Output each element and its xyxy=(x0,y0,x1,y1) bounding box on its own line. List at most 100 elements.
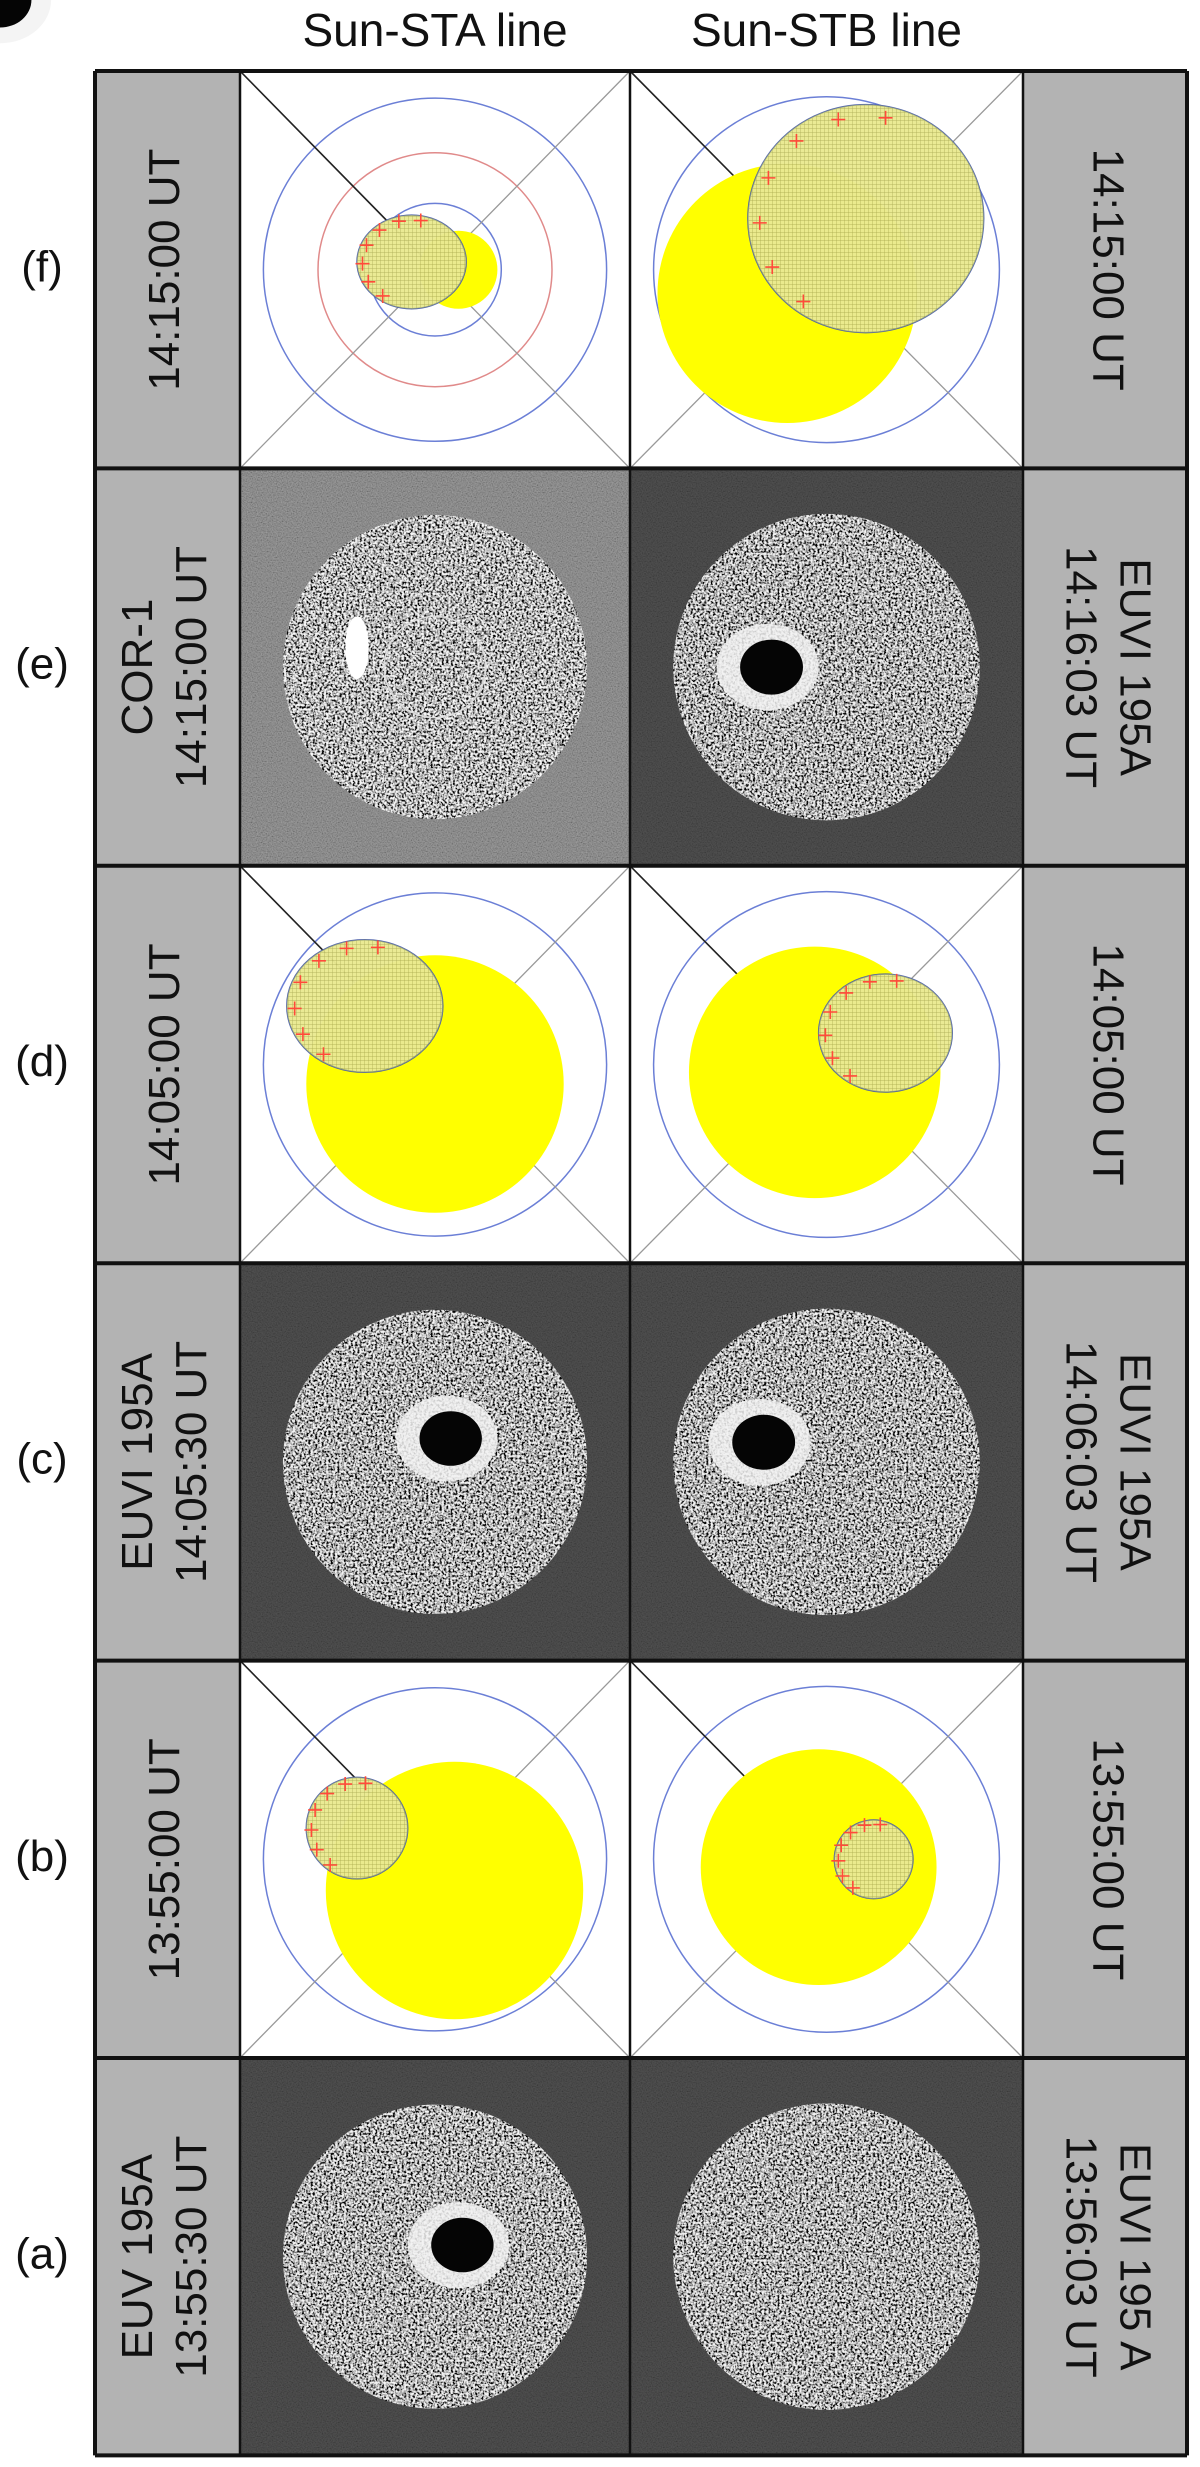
orbit-circle xyxy=(652,1685,1001,2033)
panel-label: 13:55:00 UT xyxy=(1083,1738,1132,1980)
cme-shell xyxy=(286,938,444,1074)
marker-cross xyxy=(358,1776,373,1791)
orbit-circle xyxy=(262,1686,608,2032)
panel-label: 13:55:00 UT xyxy=(140,1738,189,1980)
panel-label: EUV 195A xyxy=(113,2153,162,2359)
row: (b) 13:55:00 UT 13:55:00 UT xyxy=(15,1658,1187,2059)
dimming xyxy=(419,1411,482,1466)
label-cell xyxy=(95,2058,240,2456)
label-cell xyxy=(95,1263,240,1661)
marker-cross xyxy=(308,1802,323,1817)
marker-cross xyxy=(843,1825,858,1840)
column-header: Sun-STA line xyxy=(302,4,567,56)
row-label: (a) xyxy=(15,2229,69,2278)
cme-shell xyxy=(817,973,954,1093)
label-cell xyxy=(1023,1660,1187,2058)
orbit-circle xyxy=(652,96,1001,444)
marker-cross xyxy=(372,223,387,238)
panel-label: 14:15:00 UT xyxy=(167,546,216,788)
orbit-circle xyxy=(262,97,608,443)
orbit-circle xyxy=(652,890,1001,1239)
panel-label: 14:05:30 UT xyxy=(167,1341,216,1583)
marker-cross xyxy=(889,973,904,988)
right-label: 14:05:00 UT xyxy=(1083,943,1132,1185)
marker-cross xyxy=(287,1001,302,1016)
marker-cross xyxy=(375,288,390,303)
row-label: (c) xyxy=(16,1435,67,1484)
overlap xyxy=(306,1777,408,1879)
right-label: EUVI 195 A13:56:03 UT xyxy=(1056,2136,1159,2378)
label-cell xyxy=(95,865,240,1264)
dimming xyxy=(740,639,803,695)
row: (c) EUVI 195A 14:05:30 UT EUVI 195A14:06:03… xyxy=(16,1261,1187,1661)
column-header: Sun-STB line xyxy=(691,4,962,56)
marker-cross xyxy=(339,941,354,956)
marker-cross xyxy=(831,112,846,127)
panel-label: EUVI 195A xyxy=(1110,558,1159,776)
left-label: COR-1 14:15:00 UT xyxy=(113,546,216,788)
right-label: 14:15:00 UT xyxy=(1083,149,1132,391)
marker-cross xyxy=(878,110,893,125)
label-cell xyxy=(1023,865,1187,1264)
marker-cross xyxy=(835,1869,850,1883)
marker-cross xyxy=(293,975,308,990)
marker-cross xyxy=(862,974,877,989)
panel-label: 14:05:00 UT xyxy=(1083,943,1132,1185)
marker-cross xyxy=(831,1853,846,1868)
left-label: 14:15:00 UT xyxy=(140,149,189,391)
marker-cross xyxy=(823,1004,838,1019)
marker-cross xyxy=(825,1051,840,1066)
dimming xyxy=(0,0,32,28)
overlap xyxy=(834,1820,913,1899)
marker-cross xyxy=(309,1842,324,1857)
marker-cross xyxy=(323,1857,338,1872)
marker-cross xyxy=(796,294,811,309)
disk-noise xyxy=(673,1308,980,1616)
marker-cross xyxy=(355,256,370,271)
row: (f) 14:15:00 UT 14:15:00 UT xyxy=(21,69,1187,469)
row-label: (d) xyxy=(15,1037,69,1086)
label-cell xyxy=(95,71,240,469)
cme-shell xyxy=(305,1776,409,1880)
cme-shell xyxy=(747,103,985,334)
disk-noise xyxy=(673,2103,980,2410)
marker-cross xyxy=(873,1817,888,1832)
cme-shell xyxy=(356,214,467,310)
occulter xyxy=(383,615,487,719)
marker-cross xyxy=(320,1786,335,1801)
ring xyxy=(317,151,553,388)
right-label: 13:55:00 UT xyxy=(1083,1738,1132,1980)
label-cell xyxy=(1023,468,1187,866)
panel-label: EUVI 195A xyxy=(1110,1353,1159,1571)
label-cell xyxy=(1023,1263,1187,1661)
panel-label: 14:15:00 UT xyxy=(1083,149,1132,391)
row-label: (f) xyxy=(21,242,63,291)
marker-cross xyxy=(765,260,780,275)
overlap xyxy=(747,104,984,333)
marker-cross xyxy=(839,985,854,1000)
marker-cross xyxy=(338,1777,353,1792)
panel-label: 14:16:03 UT xyxy=(1056,546,1105,788)
marker-cross xyxy=(359,238,374,253)
sun-disk xyxy=(700,1749,937,1986)
cme-shell xyxy=(833,1819,914,1900)
dimming xyxy=(431,2217,494,2273)
marker-cross xyxy=(845,1880,860,1895)
disk-noise xyxy=(673,513,980,821)
marker-cross xyxy=(304,1823,319,1837)
label-cell xyxy=(95,1660,240,2058)
marker-cross xyxy=(818,1028,833,1043)
marker-cross xyxy=(311,953,326,968)
cme-front xyxy=(345,616,369,679)
panel-label: 14:05:00 UT xyxy=(140,943,189,1185)
marker-cross xyxy=(316,1047,331,1062)
label-cell xyxy=(1023,2058,1187,2456)
left-label: EUV 195A 13:55:30 UT xyxy=(113,2136,216,2378)
marker-cross xyxy=(370,940,385,955)
marker-cross xyxy=(789,133,804,148)
marker-cross xyxy=(413,213,428,228)
